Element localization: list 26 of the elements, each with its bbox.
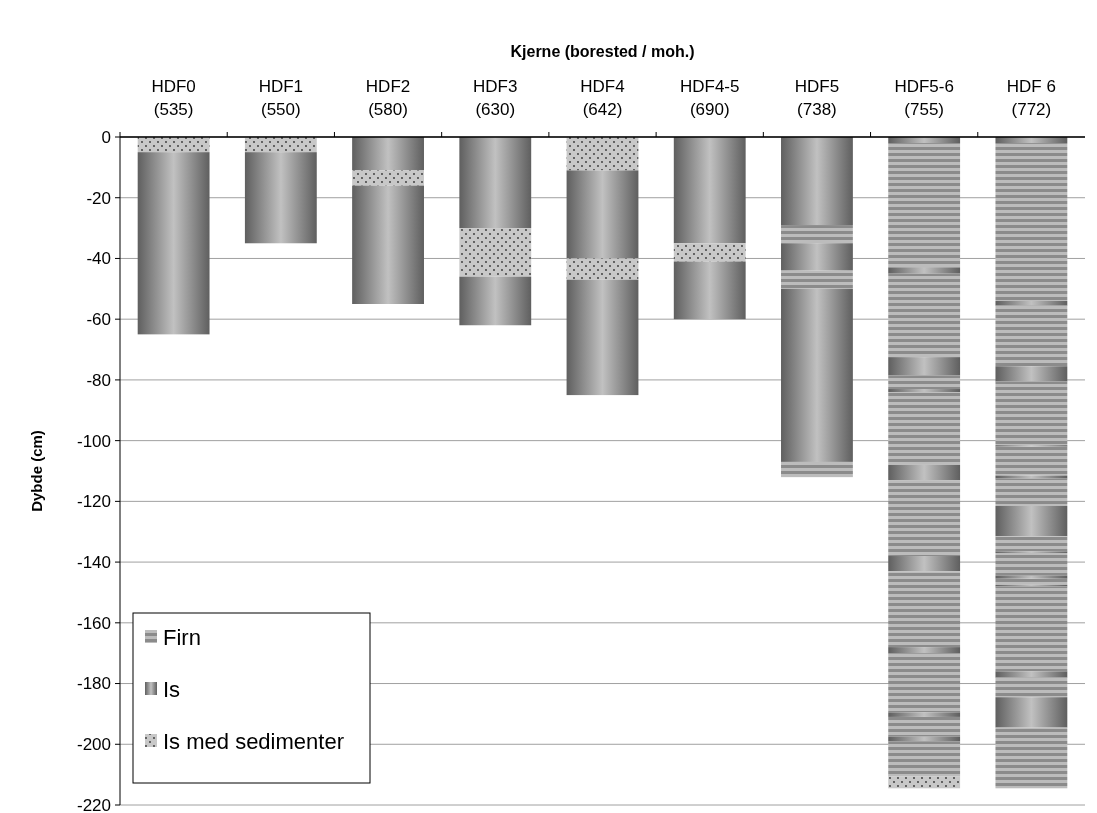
y-tick-label: -140 <box>76 553 111 573</box>
x-tick-label: HDF 6 (772) <box>1006 77 1056 119</box>
y-tick-label: -40 <box>86 249 111 269</box>
x-tick-label: HDF1 (550) <box>258 77 304 119</box>
y-tick-label: -100 <box>76 431 111 451</box>
y-tick-label: -120 <box>76 492 111 512</box>
x-tick-label: HDF4-5 (690) <box>679 77 740 119</box>
y-tick-label: -160 <box>76 613 111 633</box>
legend-label: Is med sedimenter <box>163 728 344 754</box>
y-axis-title: Dybde (cm) <box>28 430 45 512</box>
y-tick-label: -200 <box>76 735 111 755</box>
y-tick-label: -180 <box>76 674 111 694</box>
y-tick-label: 0 <box>101 127 111 147</box>
x-tick-label: HDF5 (738) <box>794 77 840 119</box>
legend-label: Is <box>163 676 181 702</box>
y-tick-label: -80 <box>86 370 111 390</box>
y-tick-label: -20 <box>86 188 111 208</box>
x-tick-label: HDF3 (630) <box>473 77 518 119</box>
x-tick-label: HDF4 (642) <box>580 77 625 119</box>
x-tick-label: HDF0 (535) <box>151 77 196 119</box>
x-tick-label: HDF2 (580) <box>365 77 411 119</box>
y-tick-label: -220 <box>76 795 111 813</box>
x-axis-title: Kjerne (borested / moh.) <box>510 43 695 60</box>
x-tick-label: HDF5-6 (755) <box>894 77 954 119</box>
legend-label: Firn <box>163 624 201 650</box>
y-tick-label: -60 <box>86 310 111 330</box>
